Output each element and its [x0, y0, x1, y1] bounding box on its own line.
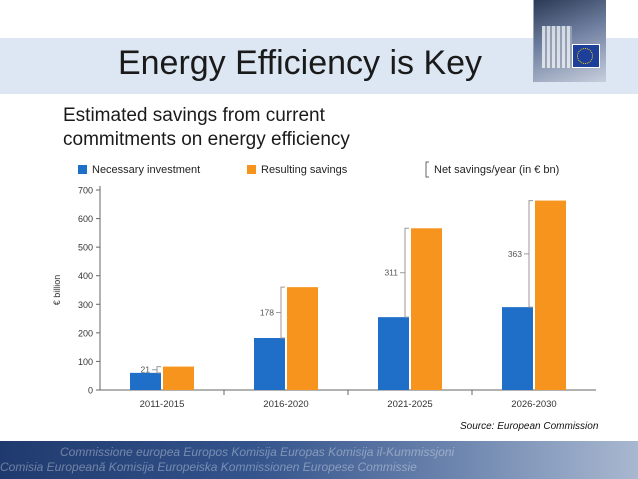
building-icon	[542, 26, 572, 68]
title-band	[0, 38, 638, 94]
eu-flag-icon	[572, 44, 600, 68]
bar-investment	[130, 372, 161, 390]
european-commission-logo	[533, 0, 606, 82]
x-tick-label: 2021-2025	[387, 399, 432, 410]
legend: Necessary investment Resulting savings N…	[78, 161, 559, 178]
y-axis-label: € billion	[52, 275, 62, 306]
bar-savings	[535, 200, 566, 390]
chart-subtitle: Estimated savings from current commitmen…	[63, 105, 350, 150]
bar-investment	[502, 307, 533, 390]
legend-bracket-icon	[425, 161, 429, 178]
legend-label-investment: Necessary investment	[92, 164, 200, 176]
x-tick-label: 2016-2020	[263, 399, 308, 410]
footer-line-1: Commissione europea Europos Komisija Eur…	[60, 445, 455, 459]
net-savings-bracket	[528, 200, 533, 308]
legend-label-savings: Resulting savings	[261, 164, 348, 176]
bar-savings	[287, 287, 318, 390]
net-savings-label: 363	[508, 249, 522, 259]
footer-watermark-text: Commissione europea Europos Komisija Eur…	[0, 445, 454, 475]
bar-investment	[378, 317, 409, 390]
net-savings-label: 311	[384, 268, 398, 278]
legend-label-net-savings: Net savings/year (in € bn)	[434, 164, 559, 176]
bar-savings	[411, 228, 442, 390]
legend-swatch-investment	[78, 165, 87, 174]
y-tick-label: 500	[78, 243, 93, 253]
legend-swatch-savings	[247, 165, 256, 174]
plot-area: 0 100 200 300 400 500 600 700 21 2011-2015 178 2016…	[78, 186, 596, 410]
net-savings-bracket	[404, 227, 409, 318]
y-tick-label: 600	[78, 214, 93, 224]
bar-investment	[254, 338, 285, 390]
bar-chart: Necessary investment Resulting savings N…	[52, 161, 596, 410]
source-note: Source: European Commission	[460, 421, 599, 432]
net-savings-bracket	[156, 366, 161, 374]
y-tick-label: 200	[78, 328, 93, 338]
x-tick-label: 2011-2015	[140, 399, 185, 410]
bar-savings	[163, 366, 194, 390]
net-savings-label: 178	[260, 308, 274, 318]
footer-line-2: Comisia Europeană Komisija Europeiska Ko…	[0, 460, 417, 474]
y-tick-label: 700	[78, 186, 93, 196]
x-tick-label: 2026-2030	[511, 399, 556, 410]
y-tick-label: 300	[78, 300, 93, 310]
page-title: Energy Efficiency is Key	[117, 44, 483, 82]
eu-stars-icon	[577, 48, 593, 64]
y-tick-label: 100	[78, 357, 93, 367]
footer-band: Commissione europea Europos Komisija Eur…	[0, 441, 638, 479]
y-tick-label: 400	[78, 271, 93, 281]
net-savings-label: 21	[141, 365, 151, 375]
y-tick-label: 0	[88, 386, 93, 396]
net-savings-bracket	[280, 286, 285, 339]
